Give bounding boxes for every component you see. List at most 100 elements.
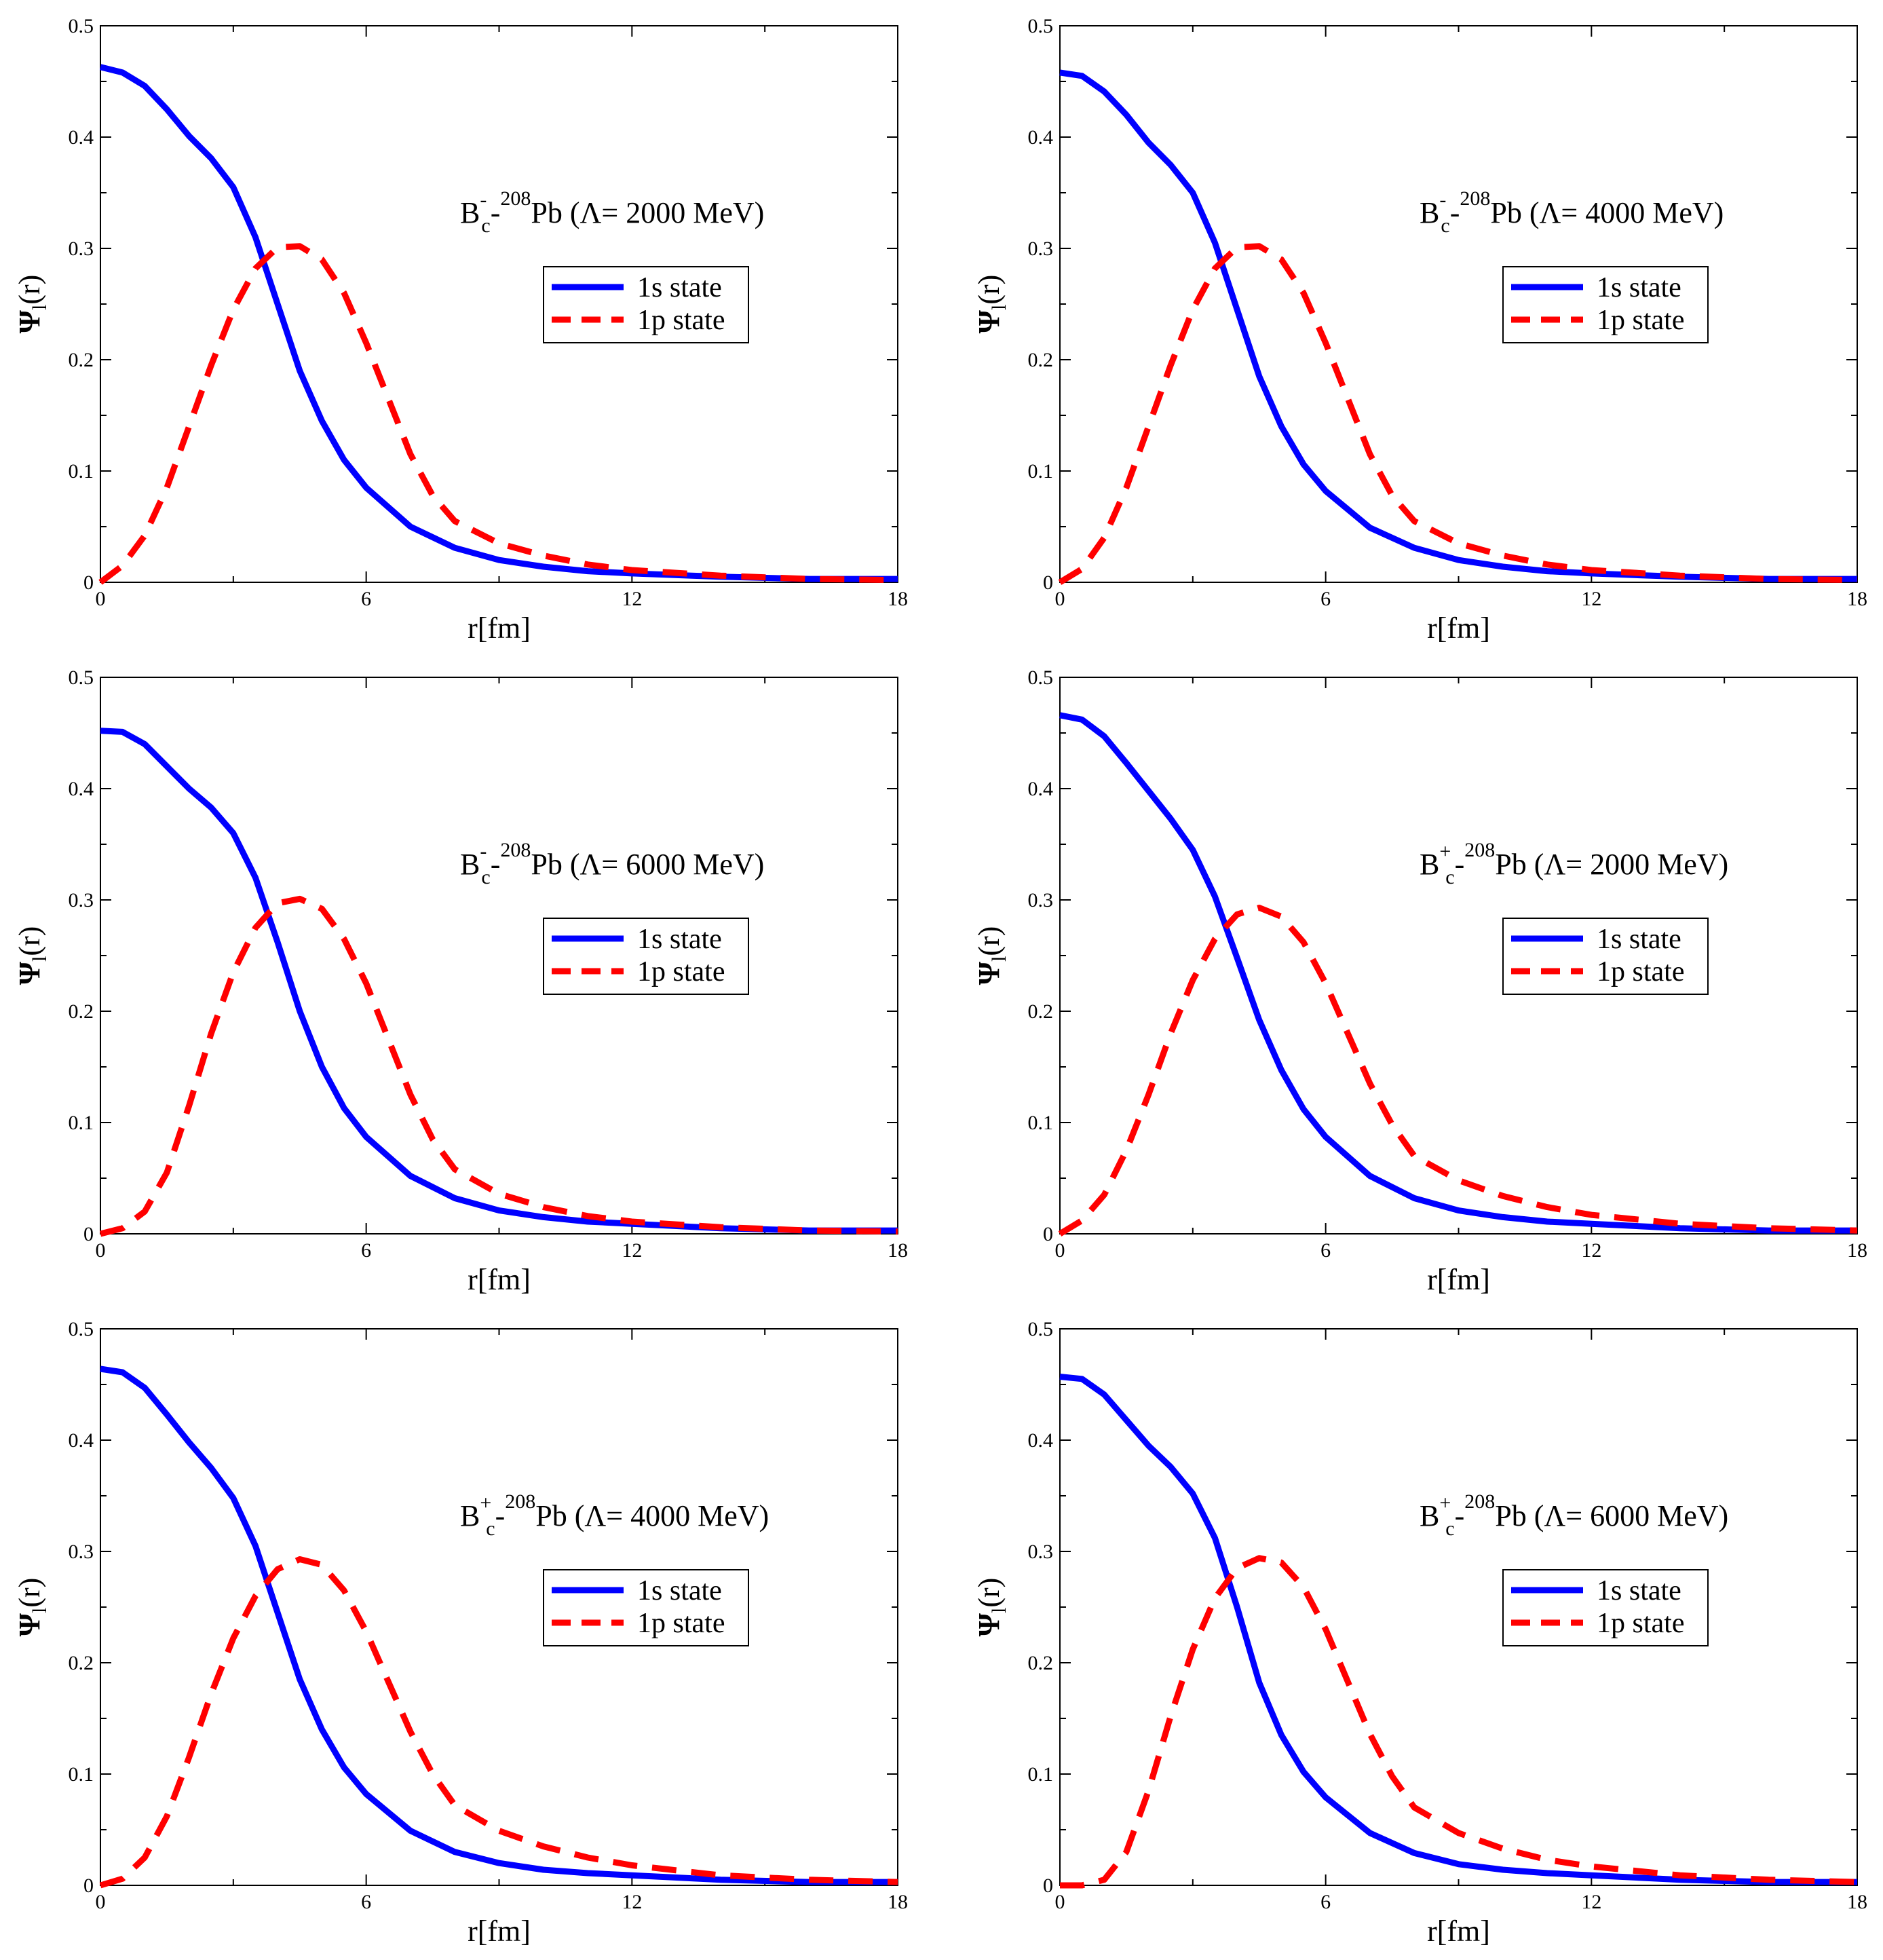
y-axis-label-psi: Ψ [13, 961, 46, 985]
chart-panel-6: 0 6 12 18 0 0.1 0.2 0.3 0.4 0.5 r[fm] Ψl(r) B+ c-208P… [972, 1318, 1867, 1948]
annotation-title: B+ c-208Pb (Λ= 4000 MeV) [460, 1490, 769, 1540]
x-axis-label: r[fm] [468, 611, 531, 645]
y-axis-label: Ψl(r) [972, 1578, 1010, 1637]
annotation-nucleus: Pb [531, 848, 562, 881]
annotation-meson: B [460, 1499, 480, 1532]
legend-box [1502, 1569, 1709, 1646]
annotation-subscript: c [486, 1518, 495, 1540]
y-tick-label: 0.2 [1028, 1652, 1054, 1674]
x-tick-label: 12 [1581, 1239, 1601, 1262]
annotation-charge: - [480, 189, 487, 211]
y-axis-label-psi: Ψ [972, 309, 1006, 333]
annotation-mass-number: 208 [1460, 187, 1490, 210]
y-axis-label-tail: (r) [13, 275, 46, 305]
annotation-space [563, 196, 570, 229]
annotation-subscript: c [1445, 1518, 1454, 1540]
annotation-space [567, 1499, 575, 1532]
y-axis-label-subscript: l [988, 1608, 1010, 1613]
annotation-cutoff: (Λ= 4000 MeV) [575, 1499, 769, 1532]
y-axis-label-subscript: l [988, 305, 1010, 310]
x-tick-label: 6 [1320, 588, 1331, 610]
annotation-space [1522, 196, 1529, 229]
y-tick-label: 0.3 [1028, 1541, 1054, 1563]
y-tick-label: 0 [83, 1223, 94, 1245]
series-line-1p-state [99, 895, 898, 1237]
x-axis-label: r[fm] [1427, 611, 1490, 645]
legend-label: 1p state [1597, 305, 1684, 336]
annotation-title: B-c-208Pb (Λ= 6000 MeV) [460, 839, 764, 888]
x-axis-label: r[fm] [1427, 1915, 1490, 1948]
series-line-1p-state [99, 1556, 898, 1889]
series-line-1s-state [99, 64, 898, 582]
annotation-title: B-c-208Pb (Λ= 2000 MeV) [460, 187, 764, 237]
series-line-1s-state [100, 1365, 898, 1885]
y-tick-label: 0.2 [69, 1652, 94, 1674]
annotation-meson: B [460, 848, 480, 881]
y-axis-label-tail: (r) [972, 1578, 1006, 1608]
y-tick-label: 0.2 [69, 349, 94, 371]
x-tick-label: 0 [96, 1239, 106, 1262]
y-axis-label: Ψl(r) [13, 926, 51, 985]
x-axis-label: r[fm] [1427, 1263, 1490, 1296]
y-tick-label: 0.4 [69, 1429, 94, 1452]
annotation-charge: + [1439, 840, 1451, 863]
annotation-meson: B [460, 196, 480, 229]
chart-panel-1: 0 6 12 1800.10.20.30.40.5r[fm]Ψl(r)B-c-208P… [13, 15, 908, 645]
y-tick-label: 0.5 [1028, 15, 1054, 37]
y-tick-label: 0.1 [1028, 460, 1054, 483]
y-tick-label: 0 [1043, 1874, 1053, 1897]
annotation-subscript: c [1441, 214, 1449, 237]
annotation-charge: - [1439, 189, 1446, 211]
legend-box [543, 1569, 749, 1646]
annotation-cutoff: (Λ= 2000 MeV) [1534, 848, 1728, 881]
y-tick-label: 0.1 [69, 1763, 94, 1786]
x-tick-label: 0 [96, 588, 106, 610]
y-tick-label: 0.3 [1028, 238, 1054, 260]
x-tick-label: 6 [1320, 1891, 1331, 1913]
y-tick-label: 0.4 [1028, 778, 1054, 800]
x-tick-label: 18 [888, 588, 908, 610]
annotation-charge: - [480, 840, 487, 863]
legend-label: 1s state [637, 924, 722, 955]
y-axis-label-psi: Ψ [972, 1613, 1006, 1636]
annotation-dash: - [491, 196, 501, 229]
annotation-nucleus: Pb [1495, 1499, 1526, 1532]
y-tick-label: 0 [83, 571, 94, 594]
annotation-title: B-c-208Pb (Λ= 4000 MeV) [1420, 187, 1724, 237]
annotation-mass-number: 208 [1464, 1490, 1495, 1513]
legend-label: 1p state [1597, 956, 1684, 987]
annotation-dash: - [1455, 848, 1465, 881]
legend-box [1502, 918, 1709, 995]
x-tick-label: 0 [1055, 1891, 1065, 1913]
y-tick-label: 0.5 [69, 15, 94, 37]
series-line-1s-state [1059, 712, 1857, 1234]
legend-label: 1p state [637, 1608, 725, 1639]
annotation-meson: B [1420, 848, 1439, 881]
annotation-title: B+ c-208Pb (Λ= 6000 MeV) [1420, 1490, 1728, 1540]
x-tick-label: 6 [361, 1239, 371, 1262]
annotation-nucleus: Pb [1490, 196, 1521, 229]
annotation-nucleus: Pb [531, 196, 562, 229]
chart-panel-2: 0 6 12 1800.10.20.30.40.5r[fm]Ψl(r)B-c-208P… [972, 15, 1867, 645]
y-tick-label: 0.2 [1028, 1000, 1054, 1023]
annotation-charge: + [480, 1492, 491, 1514]
annotation-nucleus: Pb [1495, 848, 1526, 881]
annotation-subscript: c [481, 866, 490, 888]
x-tick-label: 18 [1847, 1239, 1867, 1262]
annotation-cutoff: (Λ= 6000 MeV) [570, 848, 764, 881]
x-tick-label: 12 [1581, 588, 1601, 610]
y-tick-label: 0.3 [69, 889, 94, 911]
x-tick-label: 0 [96, 1891, 106, 1913]
annotation-nucleus: Pb [535, 1499, 567, 1532]
annotation-subscript: c [481, 214, 490, 237]
y-tick-label: 0 [1043, 571, 1053, 594]
annotation-space [1527, 848, 1534, 881]
annotation-subscript: c [1445, 866, 1454, 888]
y-axis-label-tail: (r) [13, 1578, 46, 1608]
y-axis-label-tail: (r) [972, 926, 1006, 956]
annotation-cutoff: (Λ= 4000 MeV) [1529, 196, 1724, 229]
y-axis-label-tail: (r) [13, 926, 46, 956]
